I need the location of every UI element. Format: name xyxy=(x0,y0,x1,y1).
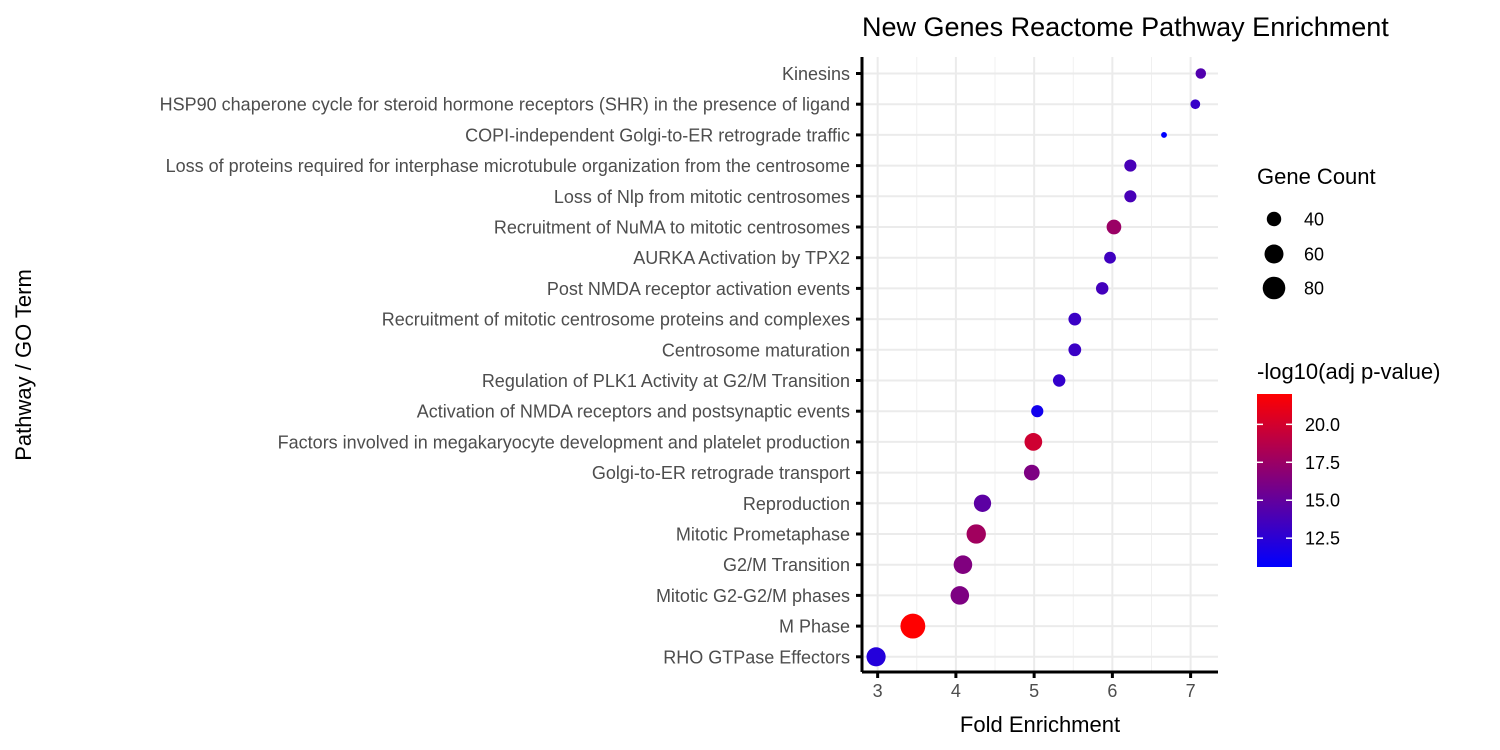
y-tick-label: Loss of proteins required for interphase… xyxy=(166,156,850,176)
x-axis-title: Fold Enrichment xyxy=(960,712,1120,737)
data-point xyxy=(1023,464,1040,481)
size-legend-title: Gene Count xyxy=(1257,164,1376,189)
y-tick-label: Recruitment of NuMA to mitotic centrosom… xyxy=(494,218,850,238)
data-point xyxy=(1052,374,1066,387)
y-tick-label: Golgi-to-ER retrograde transport xyxy=(592,463,850,483)
color-bar-label: 20.0 xyxy=(1305,415,1340,435)
y-tick-label: Loss of Nlp from mitotic centrosomes xyxy=(554,187,850,207)
y-tick-label: Activation of NMDA receptors and postsyn… xyxy=(417,402,850,422)
y-tick-label: Recruitment of mitotic centrosome protei… xyxy=(382,310,850,330)
y-tick-label: Reproduction xyxy=(743,494,850,514)
y-tick-label: Mitotic Prometaphase xyxy=(676,525,850,545)
data-point xyxy=(1068,312,1082,326)
legend-layer: 40 60 80 20.0 17.5 15.0 12.5 xyxy=(1257,210,1340,567)
x-tick-label: 6 xyxy=(1107,681,1117,701)
data-point xyxy=(1195,68,1207,79)
data-point xyxy=(973,494,992,512)
size-legend-label: 80 xyxy=(1304,279,1324,299)
y-tick-label: RHO GTPase Effectors xyxy=(663,647,850,667)
y-tick-label: Factors involved in megakaryocyte develo… xyxy=(278,432,850,452)
size-legend-label: 40 xyxy=(1304,210,1324,230)
plot-layer: Kinesins HSP90 chaperone cycle for steroi… xyxy=(160,57,1218,701)
data-point xyxy=(1190,99,1201,110)
size-legend-label: 60 xyxy=(1304,245,1324,265)
color-bar-label: 15.0 xyxy=(1305,491,1340,511)
y-tick-label: Centrosome maturation xyxy=(662,340,850,360)
data-point xyxy=(966,524,986,544)
data-point xyxy=(1161,131,1167,138)
size-legend-key xyxy=(1264,244,1284,264)
x-tick-label: 3 xyxy=(873,681,883,701)
data-point xyxy=(1095,282,1109,295)
data-point xyxy=(1024,433,1043,451)
data-point xyxy=(1068,343,1082,357)
x-tick-label: 5 xyxy=(1029,681,1039,701)
data-point xyxy=(900,613,926,639)
y-tick-label: COPI-independent Golgi-to-ER retrograde … xyxy=(465,125,850,145)
y-tick-label: M Phase xyxy=(779,617,850,637)
color-legend-title: -log10(adj p-value) xyxy=(1257,359,1440,384)
y-tick-label: Mitotic G2-G2/M phases xyxy=(656,586,850,606)
data-point xyxy=(950,586,970,605)
size-legend-key xyxy=(1262,276,1286,300)
y-tick-label: AURKA Activation by TPX2 xyxy=(633,248,850,268)
y-tick-label: Regulation of PLK1 Activity at G2/M Tran… xyxy=(482,371,850,391)
data-point xyxy=(1124,159,1137,172)
color-bar xyxy=(1257,394,1292,567)
chart-title: New Genes Reactome Pathway Enrichment xyxy=(862,12,1389,42)
data-point xyxy=(1124,190,1137,203)
data-point xyxy=(866,647,886,667)
x-tick-label: 4 xyxy=(951,681,961,701)
data-point xyxy=(1031,405,1044,418)
size-legend-key xyxy=(1266,211,1282,227)
x-tick-label: 7 xyxy=(1186,681,1196,701)
data-point xyxy=(953,555,973,574)
color-bar-label: 17.5 xyxy=(1305,453,1340,473)
data-point xyxy=(1106,219,1122,235)
y-tick-label: Kinesins xyxy=(782,64,850,84)
y-tick-label: HSP90 chaperone cycle for steroid hormon… xyxy=(160,95,850,115)
y-tick-label: Post NMDA receptor activation events xyxy=(547,279,850,299)
color-bar-label: 12.5 xyxy=(1305,529,1340,549)
y-axis-title: Pathway / GO Term xyxy=(11,269,36,461)
data-point xyxy=(1104,251,1116,264)
y-tick-label: G2/M Transition xyxy=(723,555,850,575)
